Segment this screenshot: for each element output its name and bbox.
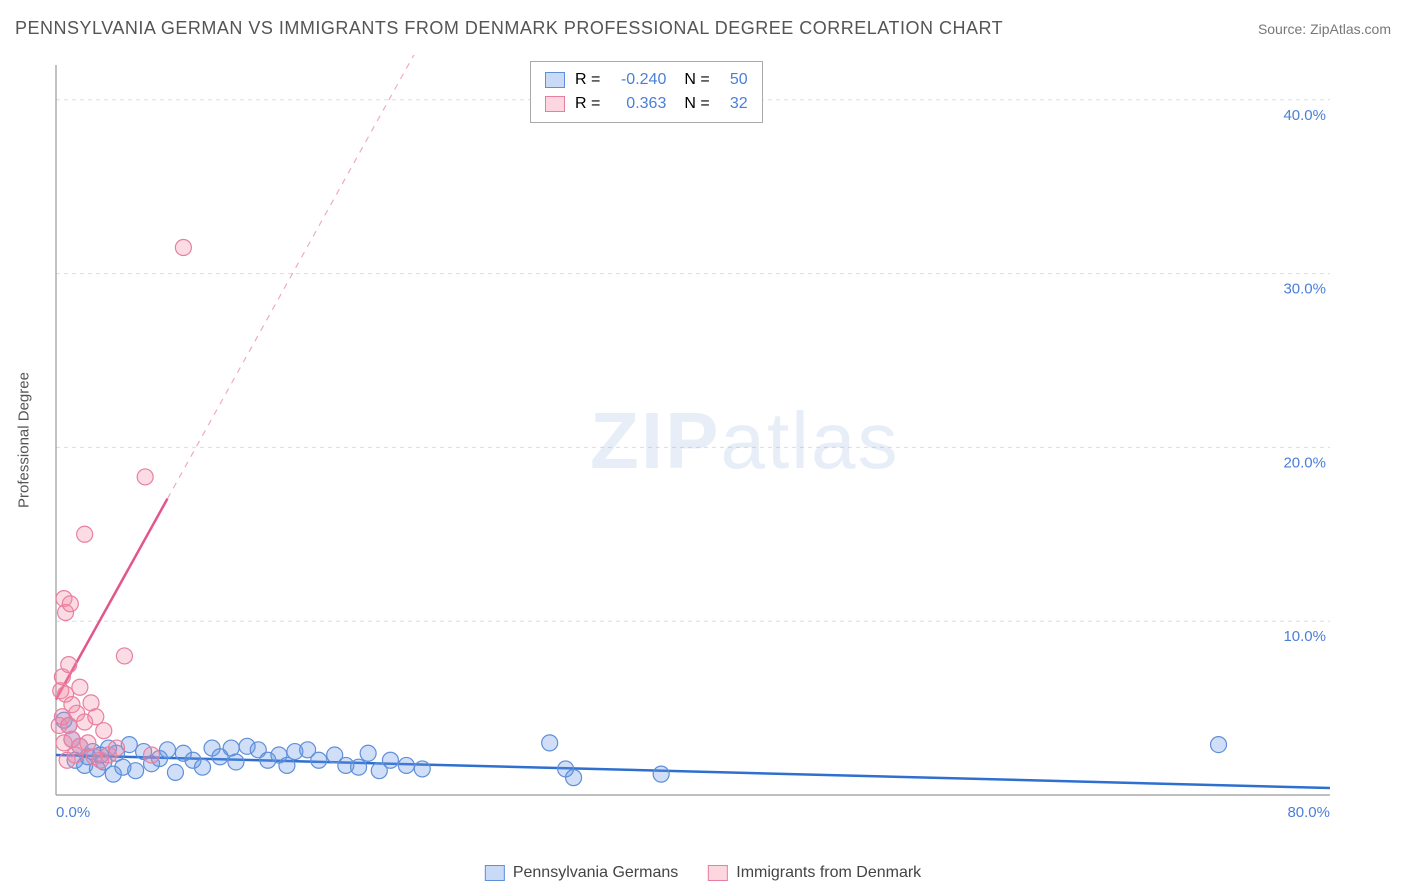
- y-axis-label: Professional Degree: [16, 372, 33, 508]
- legend-swatch: [485, 865, 505, 881]
- stats-row: R = 0.363 N = 32: [545, 92, 748, 116]
- r-label: R =: [575, 92, 600, 116]
- legend-label: Immigrants from Denmark: [736, 864, 921, 882]
- legend: Pennsylvania Germans Immigrants from Denm…: [485, 864, 921, 882]
- n-value: 32: [720, 92, 748, 116]
- stats-row: R = -0.240 N = 50: [545, 68, 748, 92]
- y-tick-label: 20.0%: [1283, 454, 1326, 471]
- chart-header: PENNSYLVANIA GERMAN VS IMMIGRANTS FROM D…: [15, 18, 1391, 39]
- legend-item: Pennsylvania Germans: [485, 864, 678, 882]
- scatter-chart: 10.0% 20.0% 30.0% 40.0% 0.0% 80.0%: [50, 55, 1370, 825]
- stats-swatch: [545, 96, 565, 112]
- y-tick-label: 30.0%: [1283, 281, 1326, 298]
- r-value: -0.240: [610, 68, 666, 92]
- source-attribution: Source: ZipAtlas.com: [1258, 21, 1391, 37]
- n-label: N =: [684, 68, 709, 92]
- y-tick-label: 40.0%: [1283, 107, 1326, 124]
- chart-title: PENNSYLVANIA GERMAN VS IMMIGRANTS FROM D…: [15, 18, 1003, 39]
- x-tick-label: 0.0%: [56, 804, 90, 821]
- x-tick-label: 80.0%: [1287, 804, 1330, 821]
- plot-area: 10.0%20.0%30.0%40.0%0.0%80.0% ZIPatlas R…: [50, 55, 1370, 825]
- n-value: 50: [720, 68, 748, 92]
- n-label: N =: [684, 92, 709, 116]
- r-label: R =: [575, 68, 600, 92]
- legend-item: Immigrants from Denmark: [708, 864, 921, 882]
- r-value: 0.363: [610, 92, 666, 116]
- stats-box: R = -0.240 N = 50 R = 0.363 N = 32: [530, 61, 763, 123]
- stats-swatch: [545, 72, 565, 88]
- legend-swatch: [708, 865, 728, 881]
- legend-label: Pennsylvania Germans: [513, 864, 678, 882]
- y-tick-label: 10.0%: [1283, 628, 1326, 645]
